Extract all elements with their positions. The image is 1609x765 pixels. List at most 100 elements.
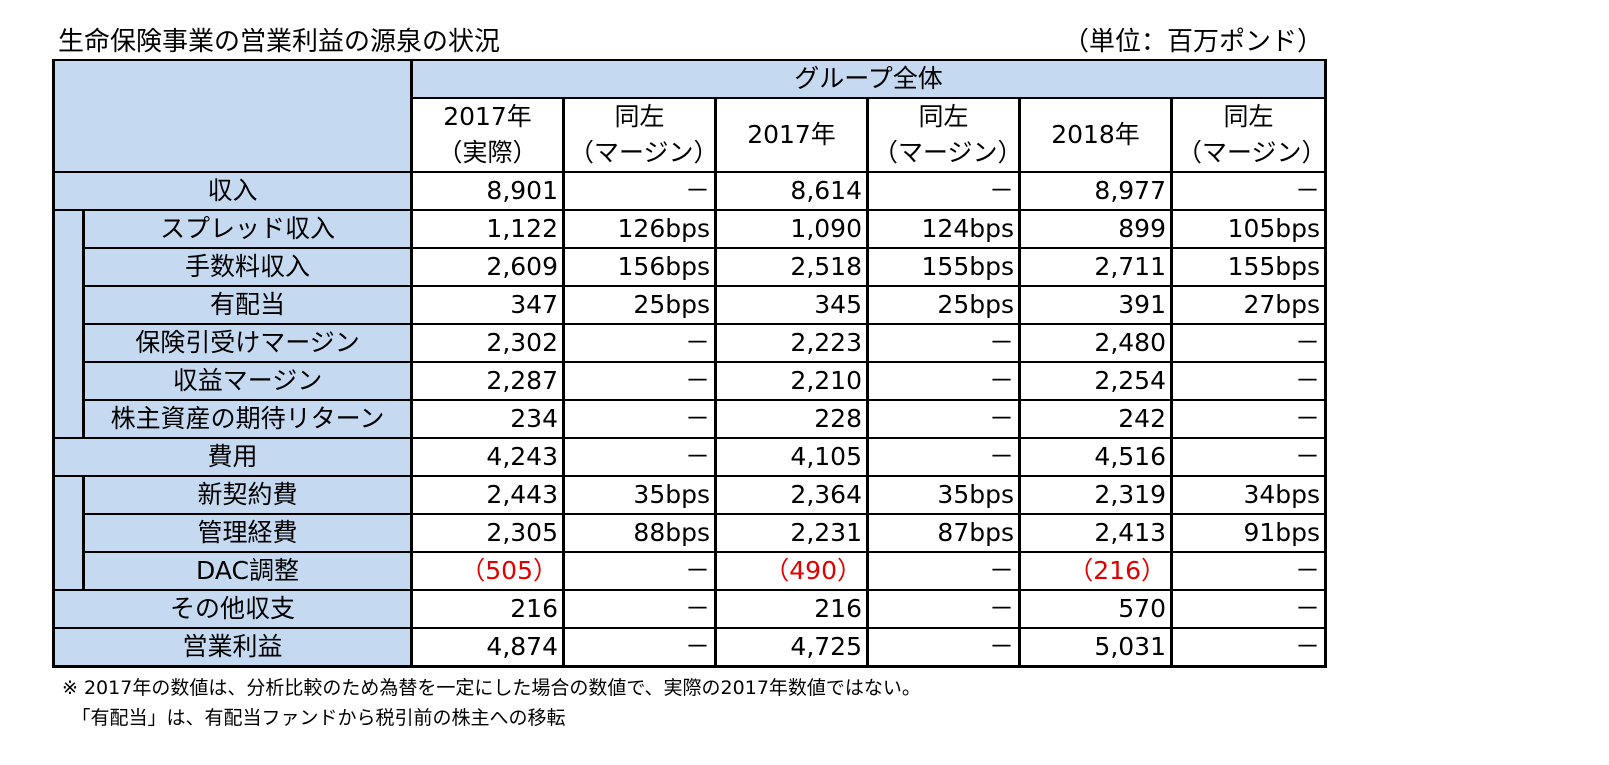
row-label: 有配当 xyxy=(82,285,413,325)
table-row: 保険引受けマージン 2,302 － 2,223 － 2,480 － xyxy=(54,323,1328,363)
table-row: 手数料収入 2,609 156bps 2,518 155bps 2,711 155bps xyxy=(54,247,1328,287)
value-cell: 2,302 xyxy=(410,323,564,363)
value-cell: 8,977 xyxy=(1018,171,1172,211)
margin-cell: － xyxy=(1169,171,1328,211)
margin-cell: － xyxy=(1169,323,1328,363)
margin-cell: 35bps xyxy=(866,475,1020,515)
table-row: スプレッド収入 1,122 126bps 1,090 124bps 899 105bps xyxy=(52,209,1328,439)
margin-cell: － xyxy=(866,323,1020,363)
value-cell: 228 xyxy=(714,399,868,439)
margin-cell: － xyxy=(866,437,1020,477)
row-label: 費用 xyxy=(52,437,413,477)
column-header: 同左 （マージン） xyxy=(866,97,1021,173)
table-row: 新契約費 2,443 35bps 2,364 35bps 2,319 34bps xyxy=(52,475,1328,591)
margin-cell: 35bps xyxy=(562,475,716,515)
value-cell: 216 xyxy=(410,589,564,629)
column-header: 同左 （マージン） xyxy=(1169,97,1328,173)
margin-cell: － xyxy=(866,361,1020,401)
row-label: 新契約費 xyxy=(82,475,413,515)
value-cell: 4,105 xyxy=(714,437,868,477)
margin-cell: 91bps xyxy=(1169,513,1328,553)
margin-cell: － xyxy=(1169,589,1328,629)
row-label: DAC調整 xyxy=(82,551,413,591)
row-label: 収益マージン xyxy=(82,361,413,401)
group-header: グループ全体 xyxy=(409,59,1328,99)
table-row: 営業利益 4,874 － 4,725 － 5,031 － xyxy=(52,627,1328,668)
margin-cell: － xyxy=(1169,627,1328,668)
indent-gutter xyxy=(52,475,85,591)
footnote: ※ 2017年の数値は、分析比較のため為替を一定にした場合の数値で、実際の201… xyxy=(62,677,921,699)
table-title: 生命保険事業の営業利益の源泉の状況 xyxy=(58,27,501,57)
value-cell: 345 xyxy=(714,285,868,325)
column-header: 同左 （マージン） xyxy=(562,97,717,173)
margin-cell: － xyxy=(562,589,716,629)
table-row: 管理経費 2,305 88bps 2,231 87bps 2,413 91bps xyxy=(54,513,1328,553)
value-cell: 391 xyxy=(1018,285,1172,325)
value-cell: 2,443 xyxy=(410,475,564,515)
row-label: その他収支 xyxy=(52,589,413,629)
value-cell: 2,518 xyxy=(714,247,868,287)
value-cell: 2,319 xyxy=(1018,475,1172,515)
row-label: 管理経費 xyxy=(82,513,413,553)
value-cell: 8,901 xyxy=(410,171,564,211)
row-label: 手数料収入 xyxy=(82,247,413,287)
margin-cell: 156bps xyxy=(562,247,716,287)
value-cell: 570 xyxy=(1018,589,1172,629)
margin-cell: － xyxy=(562,361,716,401)
value-cell: 242 xyxy=(1018,399,1172,439)
column-header: 2017年 （実際） xyxy=(410,97,565,173)
table-row: DAC調整 （505）－（490）－（216）－ xyxy=(54,551,1328,591)
row-label: 保険引受けマージン xyxy=(82,323,413,363)
value-cell: 2,711 xyxy=(1018,247,1172,287)
value-cell: 2,305 xyxy=(410,513,564,553)
value-cell: 2,287 xyxy=(410,361,564,401)
margin-cell: 34bps xyxy=(1169,475,1328,515)
column-header: 2017年 xyxy=(714,97,869,173)
margin-cell: 155bps xyxy=(866,247,1020,287)
value-cell: 899 xyxy=(1018,209,1172,249)
corner-cell xyxy=(52,59,413,173)
margin-cell: － xyxy=(562,437,716,477)
margin-cell: 25bps xyxy=(866,285,1020,325)
value-cell: 1,090 xyxy=(714,209,868,249)
margin-cell: 88bps xyxy=(562,513,716,553)
table-row: 株主資産の期待リターン 234 － 228 － 242 － xyxy=(54,399,1328,439)
value-cell: 2,609 xyxy=(410,247,564,287)
margin-cell: － xyxy=(866,589,1020,629)
value-cell: 5,031 xyxy=(1018,627,1172,668)
margin-cell: － xyxy=(562,323,716,363)
value-cell: 2,210 xyxy=(714,361,868,401)
margin-cell: － xyxy=(562,399,716,439)
value-cell: 347 xyxy=(410,285,564,325)
margin-cell: － xyxy=(1169,399,1328,439)
row-label: 株主資産の期待リターン xyxy=(82,399,413,439)
value-cell: 4,725 xyxy=(714,627,868,668)
header-row-group: グループ全体 xyxy=(52,59,1328,173)
table-row: 費用 4,243 － 4,105 － 4,516 － xyxy=(52,437,1328,477)
row-label: スプレッド収入 xyxy=(82,209,413,249)
profit-source-table: グループ全体 2017年 （実際） 同左 （マージン） 2017年 同左 （マージン）… xyxy=(52,59,1328,668)
margin-cell: － xyxy=(562,551,716,591)
value-cell: （490） xyxy=(714,551,868,591)
value-cell: 234 xyxy=(410,399,564,439)
footnote: 「有配当」は、有配当ファンドから税引前の株主への移転 xyxy=(62,707,566,729)
value-cell: 2,413 xyxy=(1018,513,1172,553)
value-cell: 216 xyxy=(714,589,868,629)
margin-cell: － xyxy=(562,171,716,211)
margin-cell: 27bps xyxy=(1169,285,1328,325)
margin-cell: 25bps xyxy=(562,285,716,325)
footnotes: ※ 2017年の数値は、分析比較のため為替を一定にした場合の数値で、実際の201… xyxy=(62,673,921,733)
unit-label: （単位：百万ポンド） xyxy=(1062,27,1323,57)
margin-cell: 155bps xyxy=(1169,247,1328,287)
margin-cell: － xyxy=(1169,361,1328,401)
value-cell: 2,254 xyxy=(1018,361,1172,401)
margin-cell: － xyxy=(1169,437,1328,477)
margin-cell: 87bps xyxy=(866,513,1020,553)
table-row: 有配当 347 25bps 345 25bps 391 27bps xyxy=(54,285,1328,325)
margin-cell: 105bps xyxy=(1169,209,1328,249)
header-row-columns: 2017年 （実際） 同左 （マージン） 2017年 同左 （マージン） 2018年 … xyxy=(54,97,1328,173)
margin-cell: 124bps xyxy=(866,209,1020,249)
value-cell: 2,223 xyxy=(714,323,868,363)
margin-cell: － xyxy=(866,551,1020,591)
margin-cell: － xyxy=(866,171,1020,211)
